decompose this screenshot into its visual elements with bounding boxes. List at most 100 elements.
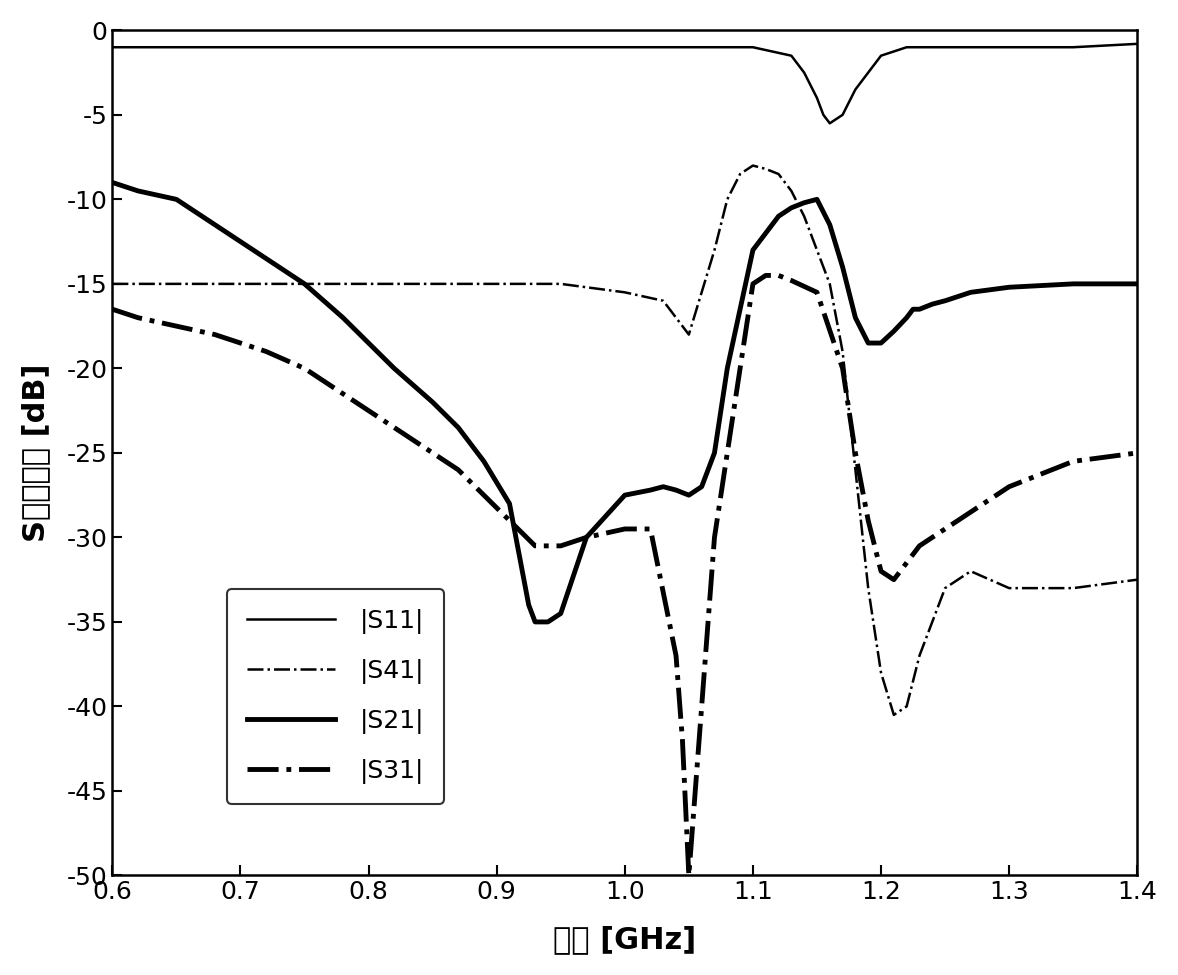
|S21| [822, 218, 836, 230]
|S31| [785, 275, 799, 287]
|S21| [643, 485, 657, 496]
|S31| [528, 540, 542, 552]
|S11| [848, 84, 862, 96]
|S41| [746, 160, 760, 172]
|S21| [554, 607, 568, 619]
|S21| [720, 363, 734, 374]
|S11| [810, 92, 825, 103]
|S31| [887, 574, 901, 586]
|S11| [490, 41, 504, 53]
|S21| [233, 236, 247, 248]
|S41| [1066, 582, 1080, 594]
|S21| [925, 298, 939, 310]
|S31| [759, 269, 773, 281]
|S31| [580, 531, 594, 543]
|S11| [617, 41, 631, 53]
|S21| [336, 312, 350, 324]
|S41| [835, 345, 849, 357]
|S31| [720, 448, 734, 459]
|S21| [105, 176, 119, 188]
|S31| [938, 524, 952, 535]
|S21| [861, 337, 875, 349]
|S41| [938, 582, 952, 594]
|S31| [964, 506, 978, 518]
|S31| [733, 363, 747, 374]
|S21| [509, 531, 523, 543]
|S11| [362, 41, 376, 53]
|S31| [451, 464, 465, 476]
|S21| [131, 185, 145, 197]
|S41| [733, 168, 747, 179]
|S31| [170, 320, 184, 332]
|S41| [170, 278, 184, 290]
|S31| [336, 388, 350, 400]
|S21| [906, 303, 920, 315]
|S21| [656, 481, 670, 492]
|S31| [425, 448, 439, 459]
|S21| [772, 211, 786, 222]
|S21| [1066, 278, 1080, 290]
|S31| [874, 566, 888, 577]
|S41| [1130, 574, 1144, 586]
|S21| [913, 303, 927, 315]
|S11| [874, 50, 888, 61]
|S41| [798, 211, 812, 222]
|S11| [1130, 38, 1144, 50]
|S31| [835, 363, 849, 374]
|S21| [900, 312, 914, 324]
|S21| [528, 616, 542, 628]
|S31| [913, 540, 927, 552]
|S31| [105, 303, 119, 315]
|S41| [759, 163, 773, 175]
|S21| [746, 244, 760, 255]
|S21| [207, 218, 221, 230]
|S21| [785, 202, 799, 214]
|S21| [695, 481, 709, 492]
Line: |S21|: |S21| [112, 182, 1137, 622]
|S31| [810, 287, 825, 298]
|S41| [233, 278, 247, 290]
|S11| [861, 66, 875, 78]
|S41| [822, 278, 836, 290]
|S41| [887, 709, 901, 721]
|S31| [682, 870, 696, 881]
|S41| [708, 244, 722, 255]
|S21| [848, 312, 862, 324]
|S11| [682, 41, 696, 53]
|S11| [835, 109, 849, 121]
|S41| [874, 667, 888, 679]
|S41| [298, 278, 312, 290]
|S11| [1002, 41, 1017, 53]
|S41| [900, 701, 914, 713]
|S41| [785, 185, 799, 197]
|S21| [798, 197, 812, 209]
|S11| [785, 50, 799, 61]
|S41| [913, 650, 927, 662]
|S31| [477, 489, 491, 501]
|S41| [656, 294, 670, 306]
|S31| [746, 278, 760, 290]
|S31| [675, 734, 689, 746]
|S31| [207, 329, 221, 340]
|S41| [848, 464, 862, 476]
|S21| [874, 337, 888, 349]
|S31| [554, 540, 568, 552]
|S21| [938, 294, 952, 306]
|S31| [503, 515, 517, 527]
|S41| [105, 278, 119, 290]
|S11| [938, 41, 952, 53]
|S41| [490, 278, 504, 290]
|S41| [617, 287, 631, 298]
|S21| [1130, 278, 1144, 290]
|S21| [298, 278, 312, 290]
|S31| [1130, 448, 1144, 459]
|S21| [522, 600, 536, 611]
|S11| [554, 41, 568, 53]
|S11| [816, 109, 830, 121]
|S31| [708, 531, 722, 543]
|S31| [298, 363, 312, 374]
|S21| [515, 566, 529, 577]
|S31| [861, 515, 875, 527]
|S41| [554, 278, 568, 290]
|S31| [772, 269, 786, 281]
